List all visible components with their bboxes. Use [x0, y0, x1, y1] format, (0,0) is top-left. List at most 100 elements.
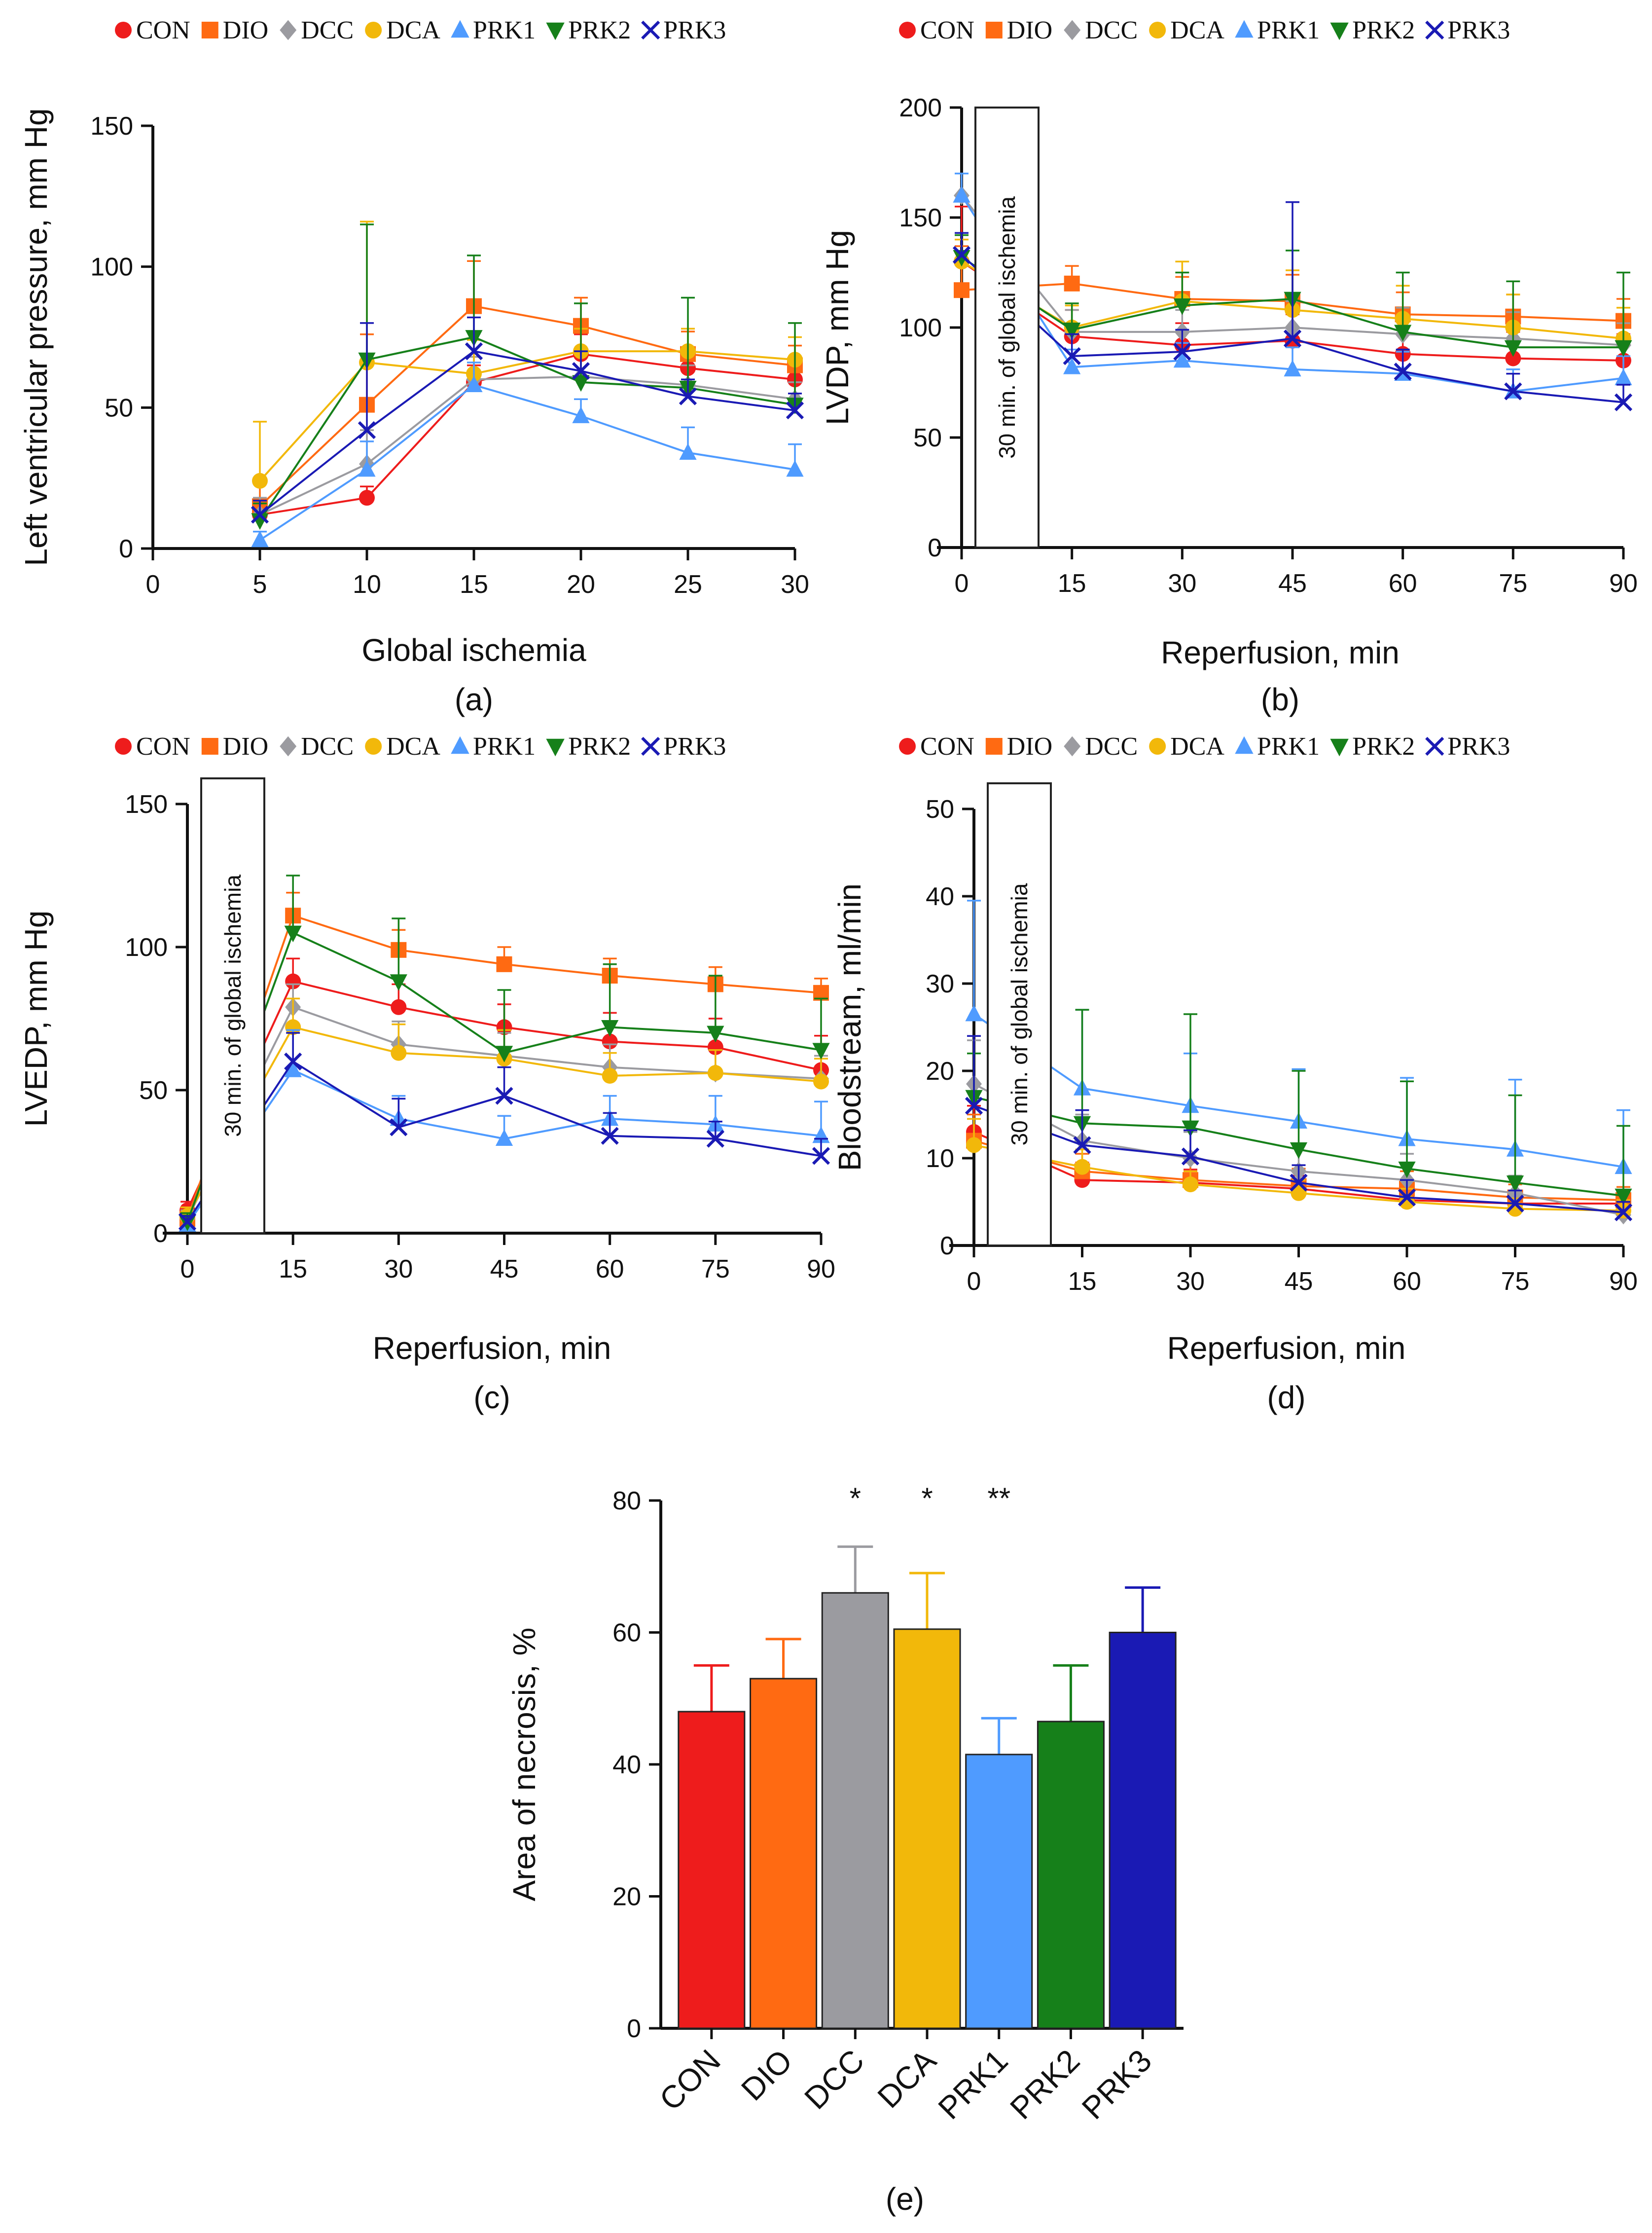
y-axis-label: Left ventricular pressure, mm Hg — [18, 108, 54, 566]
data-point — [706, 1130, 724, 1148]
data-point — [391, 1045, 407, 1061]
data-point — [1063, 347, 1081, 366]
legend-marker-dio — [985, 738, 1003, 755]
x-tick-label: DCA — [870, 2043, 943, 2115]
panel-caption: (c) — [473, 1380, 510, 1415]
data-point — [679, 443, 697, 460]
x-tick-label: 45 — [490, 1255, 519, 1283]
legend-label-prk2: PRK2 — [1352, 16, 1415, 44]
legend-marker-prk1 — [1235, 736, 1254, 754]
x-tick-label: 15 — [279, 1255, 307, 1283]
y-tick-label: 50 — [139, 1076, 168, 1105]
data-point — [812, 1147, 830, 1165]
legend-marker-prk2 — [1330, 22, 1349, 40]
y-tick-label: 150 — [90, 112, 133, 141]
y-axis-label: Bloodstream, ml/min — [832, 883, 867, 1171]
legend-label-con: CON — [136, 16, 190, 44]
series-dcc — [252, 353, 803, 524]
x-tick-label: 25 — [674, 570, 702, 599]
legend-marker-prk1 — [451, 20, 469, 38]
y-axis-label: LVDP, mm Hg — [820, 230, 855, 425]
series-line — [259, 353, 795, 516]
data-point — [1615, 1188, 1632, 1206]
bar-dio — [750, 1678, 818, 2029]
series-line — [259, 350, 795, 516]
data-point — [285, 973, 301, 989]
legend-marker-prk1 — [1235, 20, 1254, 38]
y-tick-label: 0 — [928, 534, 942, 562]
data-point — [465, 375, 483, 393]
data-point — [1173, 342, 1191, 361]
legend-label-prk2: PRK2 — [568, 732, 631, 761]
data-point — [602, 1033, 618, 1050]
data-point — [1504, 382, 1522, 401]
legend-label-prk3: PRK3 — [663, 732, 726, 761]
legend-label-dcc: DCC — [1085, 732, 1138, 761]
legend-a: CON DIO DCC DCA PRK1 PRK2 PRK3 — [115, 16, 726, 44]
data-point — [178, 1212, 197, 1231]
data-point — [707, 1039, 723, 1055]
series-prk3 — [952, 201, 1633, 411]
data-point — [707, 1065, 723, 1081]
data-point — [285, 1019, 301, 1035]
data-point — [1290, 1142, 1308, 1159]
data-point — [1181, 1147, 1200, 1166]
series-line — [259, 305, 795, 507]
legend-marker-prk3 — [1425, 20, 1444, 40]
y-tick-label: 50 — [926, 795, 954, 824]
data-point — [1063, 358, 1081, 374]
bar-dca — [893, 1628, 961, 2029]
data-point — [390, 1118, 408, 1136]
y-tick-label: 0 — [153, 1219, 168, 1248]
legend-label-prk2: PRK2 — [568, 16, 631, 44]
data-point — [284, 1052, 302, 1071]
data-point — [495, 1129, 513, 1146]
ischemia-annotation-overlay — [974, 107, 1040, 549]
x-tick-label: 90 — [807, 1255, 835, 1283]
x-tick-label: 10 — [353, 570, 381, 599]
chart-a: 0 50 100 150 0 5 10 15 20 25 30 Global ischemia Left… — [18, 108, 809, 717]
legend-marker-con — [899, 22, 916, 38]
ischemia-annotation-label: 30 min. of global ischemia — [220, 875, 246, 1137]
data-point — [601, 1020, 619, 1037]
legend-label-dcc: DCC — [301, 16, 354, 44]
y-tick-label: 30 — [926, 970, 954, 998]
x-tick-label: 15 — [460, 570, 488, 599]
panel-caption: (e) — [886, 2181, 924, 2217]
x-tick-label: PRK1 — [931, 2043, 1014, 2126]
data-point — [1614, 1203, 1633, 1221]
series-dio — [252, 260, 803, 514]
legend-label-prk3: PRK3 — [1447, 732, 1510, 761]
data-point — [679, 387, 697, 405]
x-tick-label: PRK2 — [1003, 2043, 1086, 2126]
y-tick-label: 60 — [612, 1619, 641, 1647]
legend-label-dcc: DCC — [1085, 16, 1138, 44]
data-point — [786, 460, 804, 477]
data-point — [1063, 323, 1081, 339]
series-prk3 — [965, 1035, 1633, 1221]
significance-marker: * — [850, 1482, 861, 1515]
y-tick-label: 100 — [90, 253, 133, 282]
y-tick-label: 150 — [899, 204, 942, 232]
legend-label-dio: DIO — [1007, 16, 1052, 44]
y-tick-label: 20 — [926, 1057, 954, 1086]
data-point — [601, 1127, 619, 1145]
data-point — [1506, 1194, 1524, 1213]
x-tick-label: CON — [652, 2043, 727, 2117]
y-tick-label: 150 — [125, 790, 168, 819]
legend-marker-prk2 — [546, 738, 565, 757]
x-tick-label: 90 — [1609, 1267, 1638, 1296]
legend-marker-dca — [1149, 738, 1166, 755]
legend-label-con: CON — [920, 732, 974, 761]
legend-marker-con — [115, 738, 132, 755]
data-point — [952, 246, 971, 264]
legend-label-dca: DCA — [386, 732, 440, 761]
data-point — [813, 1073, 829, 1090]
x-axis-label: Reperfusion, min — [373, 1330, 611, 1366]
x-tick-label: 60 — [596, 1255, 624, 1283]
legend-marker-dcc — [280, 736, 297, 757]
panel-caption: (b) — [1261, 682, 1299, 717]
data-point — [1398, 1161, 1416, 1178]
x-tick-label: DCC — [797, 2043, 871, 2116]
legend-label-prk3: PRK3 — [1447, 16, 1510, 44]
